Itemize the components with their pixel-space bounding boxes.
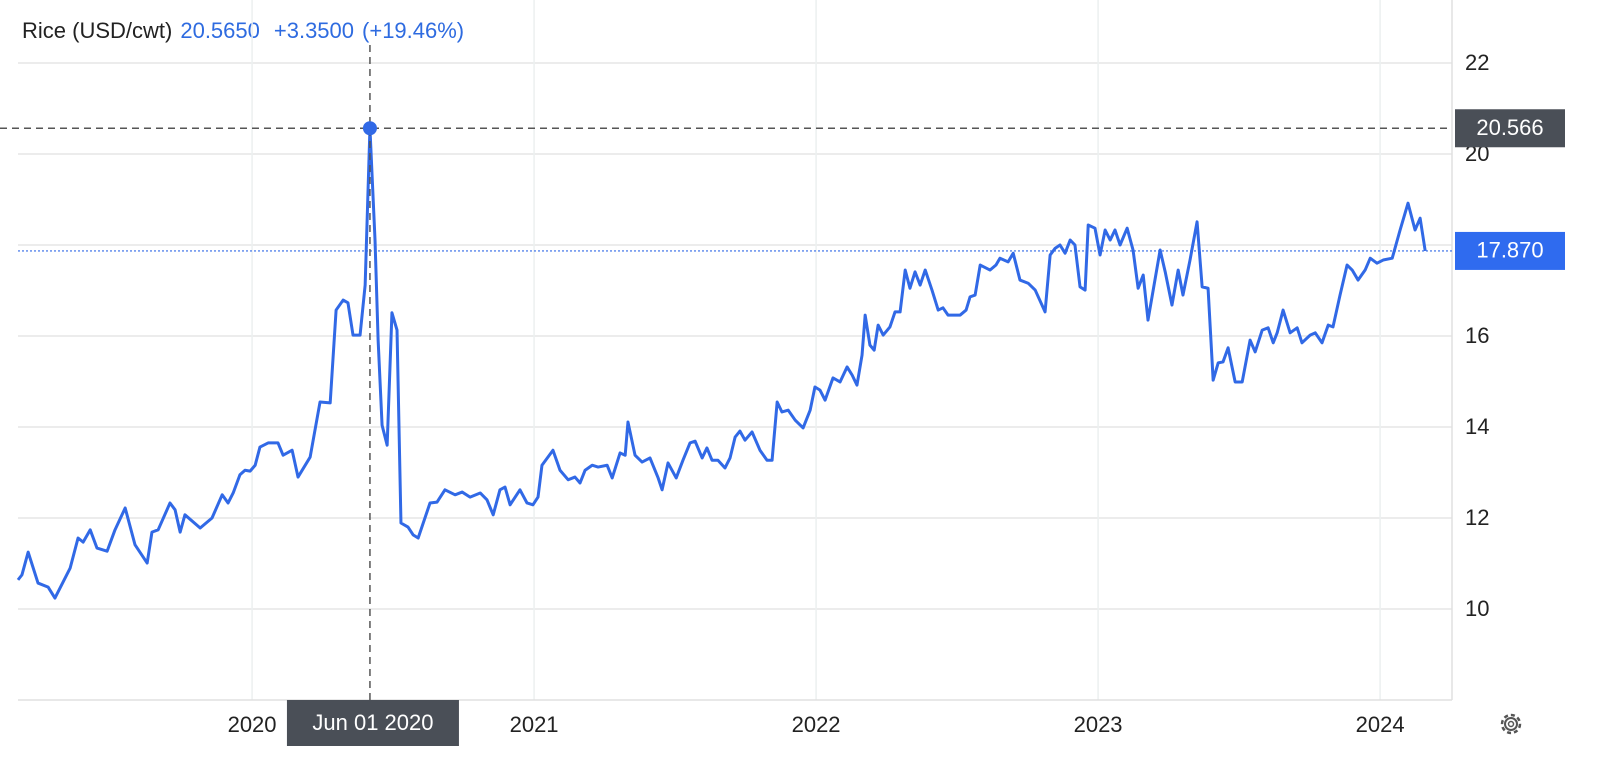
change: +3.3500 <box>274 18 354 43</box>
last-price-label: 17.870 <box>1476 238 1543 263</box>
crosshair-date-label: Jun 01 2020 <box>312 710 433 735</box>
change-pct: (+19.46%) <box>362 18 464 43</box>
crosshair-price-label: 20.566 <box>1476 115 1543 140</box>
chart-title: Rice (USD/cwt) <box>22 18 172 43</box>
settings-icon[interactable] <box>1500 713 1522 735</box>
crosshair-date-box <box>286 700 459 746</box>
last-price-box <box>1455 231 1565 270</box>
x-tick-label: 2024 <box>1356 712 1405 737</box>
y-tick-label: 12 <box>1465 505 1489 530</box>
quote: 20.5650 <box>180 18 260 43</box>
y-tick-label: 10 <box>1465 596 1489 621</box>
gear-teeth <box>1500 713 1522 735</box>
chart-header: Rice (USD/cwt) 20.5650 +3.3500 (+19.46%) <box>22 18 464 43</box>
x-tick-label: 2021 <box>510 712 559 737</box>
gear-hub <box>1507 720 1515 728</box>
price-line <box>16 126 1427 600</box>
y-tick-label: 14 <box>1465 414 1489 439</box>
x-tick-label: 2022 <box>792 712 841 737</box>
crosshair-price-box <box>1455 109 1565 148</box>
gear-ring <box>1504 717 1518 731</box>
crosshair-point <box>362 121 377 136</box>
y-tick-label: 16 <box>1465 323 1489 348</box>
x-tick-label: 2023 <box>1074 712 1123 737</box>
x-tick-label: 2020 <box>228 712 277 737</box>
y-tick-label: 22 <box>1465 50 1489 75</box>
